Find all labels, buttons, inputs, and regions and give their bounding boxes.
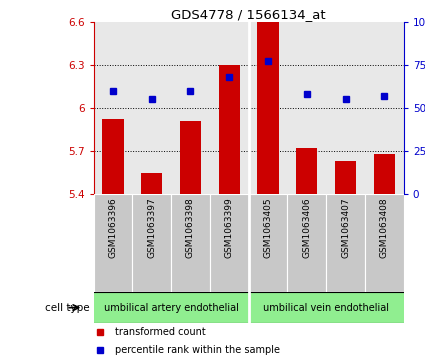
Text: umbilical artery endothelial: umbilical artery endothelial — [104, 303, 238, 313]
Text: GSM1063396: GSM1063396 — [108, 197, 117, 258]
Bar — [365, 194, 404, 292]
Bar — [249, 292, 423, 323]
Bar — [296, 148, 317, 194]
Text: GSM1063398: GSM1063398 — [186, 197, 195, 258]
Bar — [326, 194, 365, 292]
Bar — [218, 65, 240, 194]
Bar — [171, 194, 210, 292]
Bar — [335, 161, 356, 194]
Bar — [210, 194, 249, 292]
Text: cell type: cell type — [45, 303, 89, 313]
Bar — [374, 154, 395, 194]
Bar — [102, 119, 124, 194]
Title: GDS4778 / 1566134_at: GDS4778 / 1566134_at — [171, 8, 326, 21]
Text: percentile rank within the sample: percentile rank within the sample — [115, 345, 280, 355]
Text: GSM1063407: GSM1063407 — [341, 197, 350, 258]
Text: umbilical vein endothelial: umbilical vein endothelial — [263, 303, 389, 313]
Bar — [141, 173, 162, 194]
Text: GSM1063399: GSM1063399 — [225, 197, 234, 258]
Bar — [249, 194, 287, 292]
Bar — [180, 121, 201, 194]
Text: GSM1063397: GSM1063397 — [147, 197, 156, 258]
Bar — [287, 194, 326, 292]
Bar — [94, 194, 132, 292]
Bar — [258, 22, 279, 194]
Text: transformed count: transformed count — [115, 327, 206, 337]
Bar — [132, 194, 171, 292]
Text: GSM1063405: GSM1063405 — [264, 197, 272, 258]
Text: GSM1063408: GSM1063408 — [380, 197, 389, 258]
Text: GSM1063406: GSM1063406 — [302, 197, 311, 258]
Bar — [94, 292, 249, 323]
